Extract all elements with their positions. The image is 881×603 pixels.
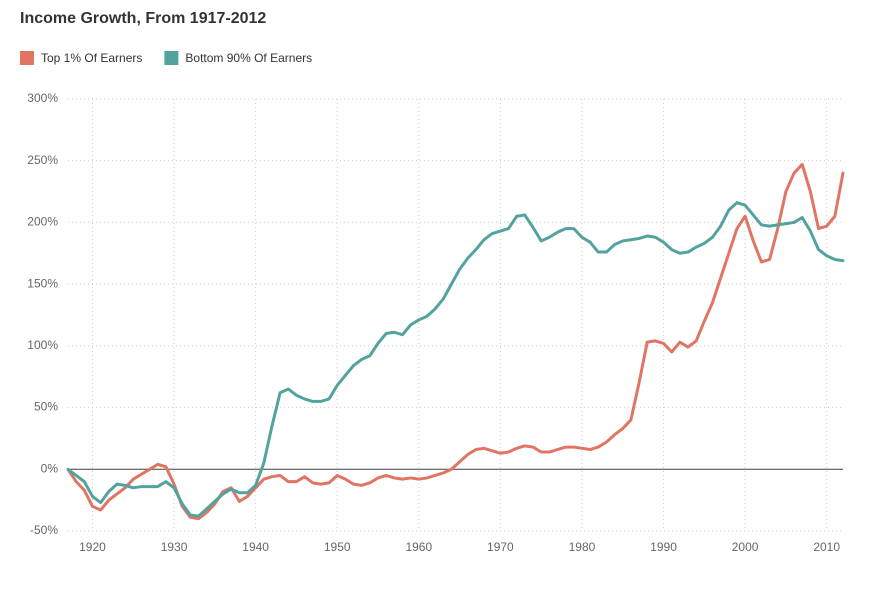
x-tick-label: 2010: [813, 540, 840, 554]
y-tick-label: 150%: [27, 276, 58, 290]
y-tick-label: 100%: [27, 338, 58, 352]
x-tick-label: 1920: [79, 540, 106, 554]
legend-label: Top 1% Of Earners: [41, 51, 142, 65]
legend-label: Bottom 90% Of Earners: [185, 51, 312, 65]
x-tick-label: 1990: [650, 540, 677, 554]
x-tick-label: 1940: [242, 540, 269, 554]
x-tick-label: 2000: [732, 540, 759, 554]
x-tick-label: 1950: [324, 540, 351, 554]
y-tick-label: 200%: [27, 215, 58, 229]
x-tick-label: 1930: [161, 540, 188, 554]
chart-title: Income Growth, From 1917-2012: [20, 10, 266, 27]
x-tick-label: 1970: [487, 540, 514, 554]
series-line: [66, 201, 845, 518]
x-tick-label: 1980: [569, 540, 596, 554]
legend-swatch: [20, 51, 34, 65]
y-tick-label: 300%: [27, 91, 58, 105]
y-tick-label: 0%: [41, 461, 59, 475]
x-tick-label: 1960: [405, 540, 432, 554]
series-line: [66, 162, 845, 521]
legend-swatch: [164, 51, 179, 65]
y-tick-label: 50%: [34, 400, 58, 414]
y-tick-label: 250%: [27, 153, 58, 167]
y-tick-label: -50%: [30, 523, 58, 537]
